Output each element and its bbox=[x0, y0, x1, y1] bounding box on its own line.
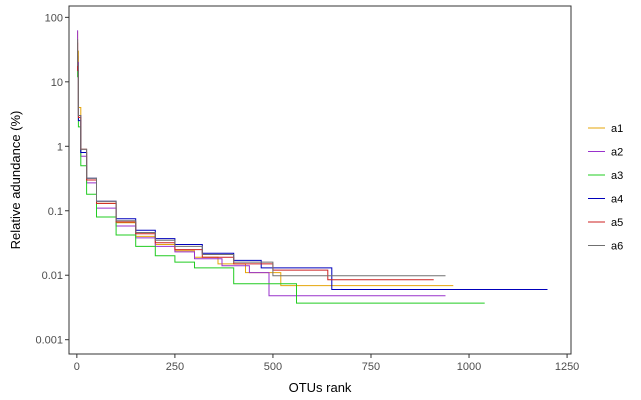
legend: a1 a2 a3 a4 a5 a6 bbox=[588, 123, 623, 253]
x-axis-title: OTUs rank bbox=[289, 380, 352, 395]
legend-label-a5: a5 bbox=[611, 217, 623, 229]
y-axis-ticks: 0.001 0.01 0.1 1 10 100 bbox=[35, 12, 69, 347]
x-tick-label: 750 bbox=[362, 361, 380, 373]
series-lines bbox=[77, 30, 548, 304]
x-tick-label: 0 bbox=[74, 361, 80, 373]
legend-label-a1: a1 bbox=[611, 123, 623, 135]
y-tick-label: 1 bbox=[57, 141, 63, 153]
y-tick-label: 100 bbox=[45, 12, 63, 24]
x-axis-ticks: 0 250 500 750 1000 1250 bbox=[74, 354, 579, 373]
legend-label-a4: a4 bbox=[611, 194, 623, 206]
series-line-a6 bbox=[77, 39, 446, 277]
x-tick-label: 1250 bbox=[555, 361, 579, 373]
y-tick-label: 0.1 bbox=[48, 206, 63, 218]
legend-label-a3: a3 bbox=[611, 170, 623, 182]
x-tick-label: 250 bbox=[166, 361, 184, 373]
y-tick-label: 0.001 bbox=[35, 335, 63, 347]
x-tick-label: 1000 bbox=[457, 361, 481, 373]
y-tick-label: 10 bbox=[51, 77, 63, 89]
x-tick-label: 500 bbox=[264, 361, 282, 373]
y-axis-title: Relative adundance (%) bbox=[8, 111, 23, 250]
y-tick-label: 0.01 bbox=[42, 270, 63, 282]
legend-label-a2: a2 bbox=[611, 147, 623, 159]
series-line-a3 bbox=[77, 50, 485, 304]
legend-label-a6: a6 bbox=[611, 241, 623, 253]
plot-panel bbox=[68, 5, 572, 355]
